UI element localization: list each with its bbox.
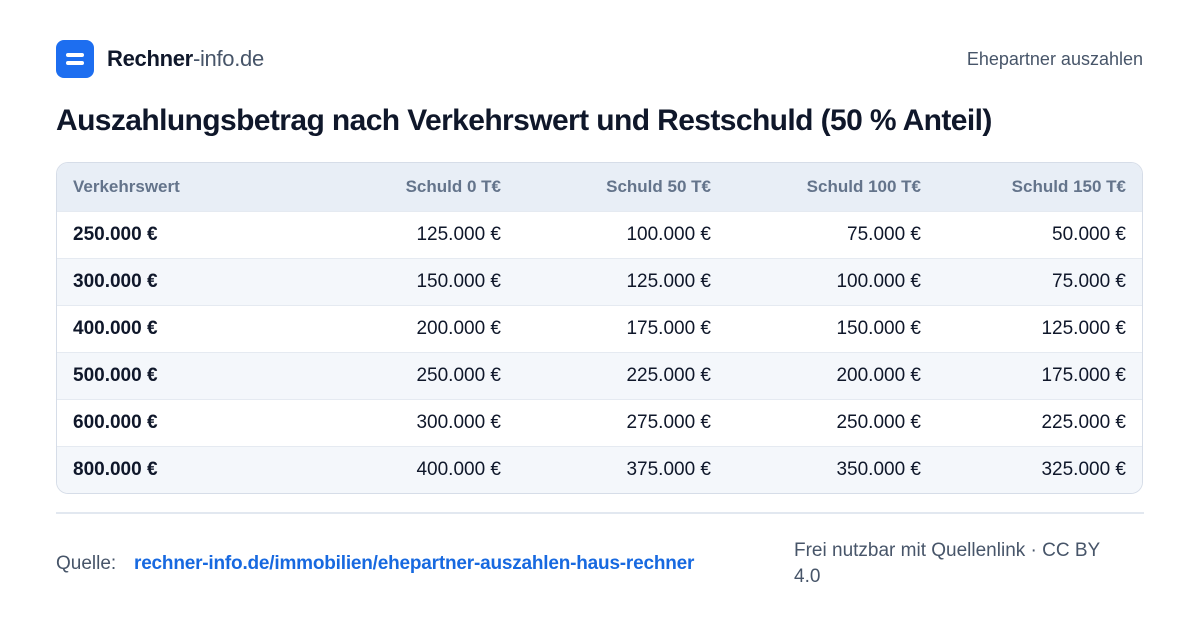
table-cell: 350.000 €	[711, 446, 921, 493]
license-text: Frei nutzbar mit Quellenlink · CC BY 4.0	[794, 540, 1100, 587]
row-label-cell: 300.000 €	[57, 258, 291, 306]
table-row: 250.000 € 125.000 € 100.000 € 75.000 € 5…	[57, 211, 1142, 259]
table-cell: 175.000 €	[501, 305, 711, 353]
table-row: 500.000 € 250.000 € 225.000 € 200.000 € …	[57, 352, 1142, 400]
rechner-info-logo-icon	[56, 40, 94, 78]
table-cell: 100.000 €	[501, 211, 711, 259]
table-row: 400.000 € 200.000 € 175.000 € 150.000 € …	[57, 305, 1142, 353]
column-header-schuld-50: Schuld 50 T€	[501, 163, 711, 212]
column-header-schuld-0: Schuld 0 T€	[291, 163, 501, 212]
column-header-schuld-100: Schuld 100 T€	[711, 163, 921, 212]
table-cell: 175.000 €	[921, 352, 1142, 400]
table-cell: 100.000 €	[711, 258, 921, 306]
row-label-cell: 800.000 €	[57, 446, 291, 493]
table-row: 300.000 € 150.000 € 125.000 € 100.000 € …	[57, 258, 1142, 306]
table-cell: 50.000 €	[921, 211, 1142, 259]
nav-link-ehepartner-auszahlen[interactable]: Ehepartner auszahlen	[966, 48, 1143, 69]
table-cell: 300.000 €	[291, 399, 501, 447]
row-label-cell: 600.000 €	[57, 399, 291, 447]
table-cell: 75.000 €	[921, 258, 1142, 306]
payout-table: Verkehrswert Schuld 0 T€ Schuld 50 T€ Sc…	[56, 162, 1143, 494]
table-cell: 250.000 €	[711, 399, 921, 447]
payout-table-grid: Verkehrswert Schuld 0 T€ Schuld 50 T€ Sc…	[57, 163, 1142, 493]
row-label-cell: 400.000 €	[57, 305, 291, 353]
source-label: Quelle:	[56, 553, 117, 574]
table-cell: 125.000 €	[501, 258, 711, 306]
page-title: Auszahlungsbetrag nach Verkehrswert und …	[56, 104, 992, 137]
table-cell: 325.000 €	[921, 446, 1142, 493]
brand[interactable]: Rechner-info.de	[56, 40, 264, 78]
brand-name: Rechner-info.de	[107, 46, 264, 72]
footer: Quelle: rechner-info.de/immobilien/ehepa…	[56, 538, 1116, 592]
brand-name-bold: Rechner	[107, 46, 193, 71]
brand-name-light: -info.de	[192, 46, 264, 71]
row-label-cell: 500.000 €	[57, 352, 291, 400]
table-cell: 150.000 €	[291, 258, 501, 306]
table-cell: 200.000 €	[711, 352, 921, 400]
header: Rechner-info.de Ehepartner auszahlen	[56, 40, 1143, 78]
table-cell: 400.000 €	[291, 446, 501, 493]
table-cell: 275.000 €	[501, 399, 711, 447]
table-row: 800.000 € 400.000 € 375.000 € 350.000 € …	[57, 446, 1142, 493]
table-cell: 125.000 €	[921, 305, 1142, 353]
column-header-schuld-150: Schuld 150 T€	[921, 163, 1142, 212]
table-cell: 150.000 €	[711, 305, 921, 353]
table-cell: 225.000 €	[501, 352, 711, 400]
table-cell: 200.000 €	[291, 305, 501, 353]
source-link[interactable]: rechner-info.de/immobilien/ehepartner-au…	[134, 553, 695, 574]
footer-divider	[56, 512, 1144, 514]
table-cell: 75.000 €	[711, 211, 921, 259]
logo-bar-bottom	[66, 61, 84, 65]
table-cell: 125.000 €	[291, 211, 501, 259]
logo-bar-top	[66, 53, 84, 57]
table-header-row: Verkehrswert Schuld 0 T€ Schuld 50 T€ Sc…	[57, 163, 1142, 212]
column-header-verkehrswert: Verkehrswert	[57, 163, 291, 212]
table-cell: 375.000 €	[501, 446, 711, 493]
row-label-cell: 250.000 €	[57, 211, 291, 259]
table-row: 600.000 € 300.000 € 275.000 € 250.000 € …	[57, 399, 1142, 447]
table-cell: 250.000 €	[291, 352, 501, 400]
table-cell: 225.000 €	[921, 399, 1142, 447]
